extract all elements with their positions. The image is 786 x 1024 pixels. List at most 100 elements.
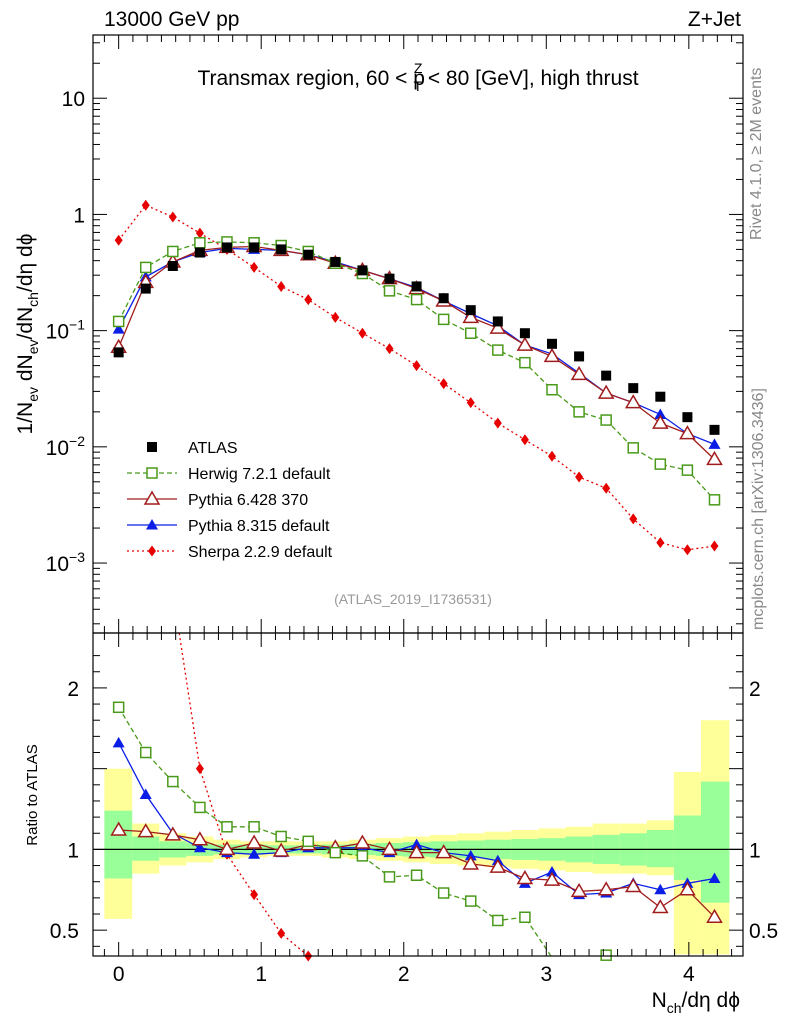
x-axis-label: Nch/dη dϕ (652, 989, 740, 1016)
data-point (193, 841, 206, 853)
data-point (492, 316, 503, 327)
legend-marker (146, 519, 158, 530)
data-point (654, 408, 667, 419)
legend-label: Pythia 8.315 default (188, 518, 330, 535)
series-pythia-8-315-default (112, 242, 721, 449)
data-point (356, 850, 369, 862)
data-point (706, 908, 723, 923)
data-point (412, 360, 421, 372)
ratio-y-tick-label-right: 1 (749, 839, 761, 862)
data-point (112, 315, 125, 328)
data-point (708, 494, 721, 506)
axes: 10−3 10−2 10−1 1 10 0.5 0.5 1 1 2 2 0 1 2 3 4 (46, 35, 778, 986)
data-point (543, 347, 561, 363)
data-point (654, 458, 667, 470)
y-tick-label: 1 (73, 204, 85, 227)
data-point (464, 895, 477, 907)
green-band-bin (132, 836, 160, 861)
data-point (462, 855, 480, 870)
data-point (358, 327, 367, 339)
data-point (516, 336, 534, 351)
legend-label: ATLAS (188, 440, 238, 457)
data-point (167, 245, 179, 258)
data-point (570, 882, 588, 898)
data-point (543, 871, 561, 886)
data-point (464, 849, 477, 861)
data-point (575, 471, 584, 483)
data-point (331, 311, 340, 323)
data-point (195, 227, 204, 239)
data-point (492, 914, 504, 927)
data-point (137, 823, 155, 838)
legend-item: Pythia 6.428 370 (127, 490, 308, 509)
data-point (573, 406, 585, 418)
ratio-plot (93, 633, 743, 962)
ratio-y-tick-label-right: 2 (749, 678, 761, 701)
y-tick-label: 10−1 (46, 317, 86, 344)
data-point (546, 383, 558, 396)
data-point (681, 464, 694, 476)
data-point (519, 328, 530, 339)
data-point (679, 881, 696, 896)
data-point (140, 283, 151, 294)
data-point (250, 261, 259, 273)
data-point (248, 848, 261, 859)
legend: ATLAS Herwig 7.2.1 default Pythia 6.428 37… (127, 440, 333, 561)
legend-marker (143, 490, 161, 505)
legend-item: Pythia 8.315 default (127, 518, 330, 535)
series-line (118, 204, 715, 551)
x-tick-label: 4 (683, 963, 695, 986)
ratio-y-tick-label-left: 2 (67, 678, 79, 701)
data-point (194, 801, 206, 814)
data-point (408, 844, 425, 859)
data-point (164, 826, 182, 841)
data-point (381, 840, 398, 856)
data-point (574, 351, 585, 362)
data-point (302, 835, 314, 848)
data-point (493, 417, 502, 429)
legend-marker (146, 467, 158, 479)
data-point (277, 927, 286, 939)
data-point (602, 482, 611, 494)
ratio-y-tick-label-left: 1 (67, 839, 79, 862)
y-tick-label: 10−2 (46, 433, 86, 460)
data-point (519, 911, 531, 923)
mcplots-label: mcplots.cern.ch [arXiv:1306.3436] (750, 388, 767, 630)
data-point (520, 434, 529, 446)
data-point (516, 869, 534, 885)
data-point (139, 788, 152, 799)
data-point (277, 280, 286, 292)
data-point (112, 736, 125, 748)
data-point (679, 425, 696, 440)
data-point (114, 234, 123, 246)
data-point (438, 293, 449, 304)
data-point (570, 365, 588, 381)
plot-title: Transmax region, 60 < pZ T < 80 [GeV], hi… (197, 60, 638, 94)
data-point (329, 846, 342, 859)
data-point (624, 878, 642, 893)
data-point (437, 313, 450, 326)
x-tick-label: 1 (255, 963, 267, 986)
data-point (628, 383, 639, 394)
data-point (245, 834, 263, 849)
data-point (357, 265, 368, 276)
data-point (466, 397, 475, 409)
legend-marker (148, 545, 156, 557)
data-point (113, 347, 124, 358)
series-pythia-6-428-370 (110, 237, 723, 466)
data-point (547, 450, 556, 462)
data-point (139, 746, 152, 759)
data-point (221, 821, 233, 833)
data-point (167, 260, 178, 271)
series-atlas (113, 242, 720, 435)
data-point (385, 343, 394, 355)
legend-label: Sherpa 2.2.9 default (188, 544, 333, 561)
data-point (545, 866, 558, 877)
series-line (118, 245, 715, 460)
legend-item: Sherpa 2.2.9 default (127, 544, 333, 561)
y-tick-label: 10 (62, 88, 85, 111)
data-point (384, 273, 395, 284)
data-point (410, 838, 423, 850)
data-point (410, 293, 423, 306)
data-point (437, 887, 450, 899)
